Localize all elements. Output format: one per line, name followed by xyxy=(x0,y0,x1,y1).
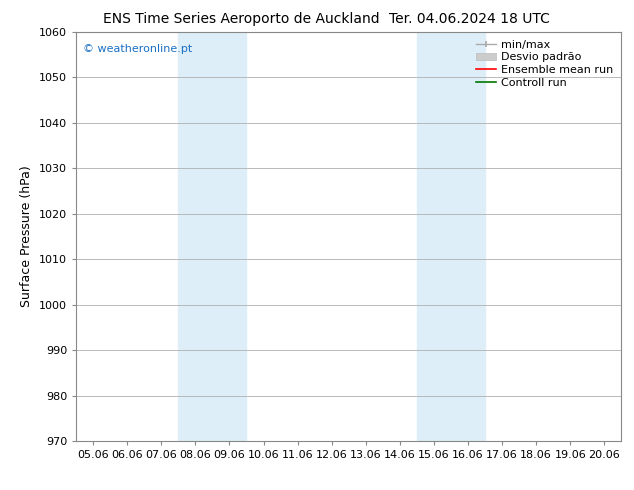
Bar xyxy=(417,32,485,441)
Text: ENS Time Series Aeroporto de Auckland: ENS Time Series Aeroporto de Auckland xyxy=(103,12,379,26)
Legend: min/max, Desvio padrão, Ensemble mean run, Controll run: min/max, Desvio padrão, Ensemble mean ru… xyxy=(471,35,618,93)
Bar xyxy=(178,32,247,441)
Text: © weatheronline.pt: © weatheronline.pt xyxy=(82,44,192,54)
Text: Ter. 04.06.2024 18 UTC: Ter. 04.06.2024 18 UTC xyxy=(389,12,550,26)
Y-axis label: Surface Pressure (hPa): Surface Pressure (hPa) xyxy=(20,166,34,307)
